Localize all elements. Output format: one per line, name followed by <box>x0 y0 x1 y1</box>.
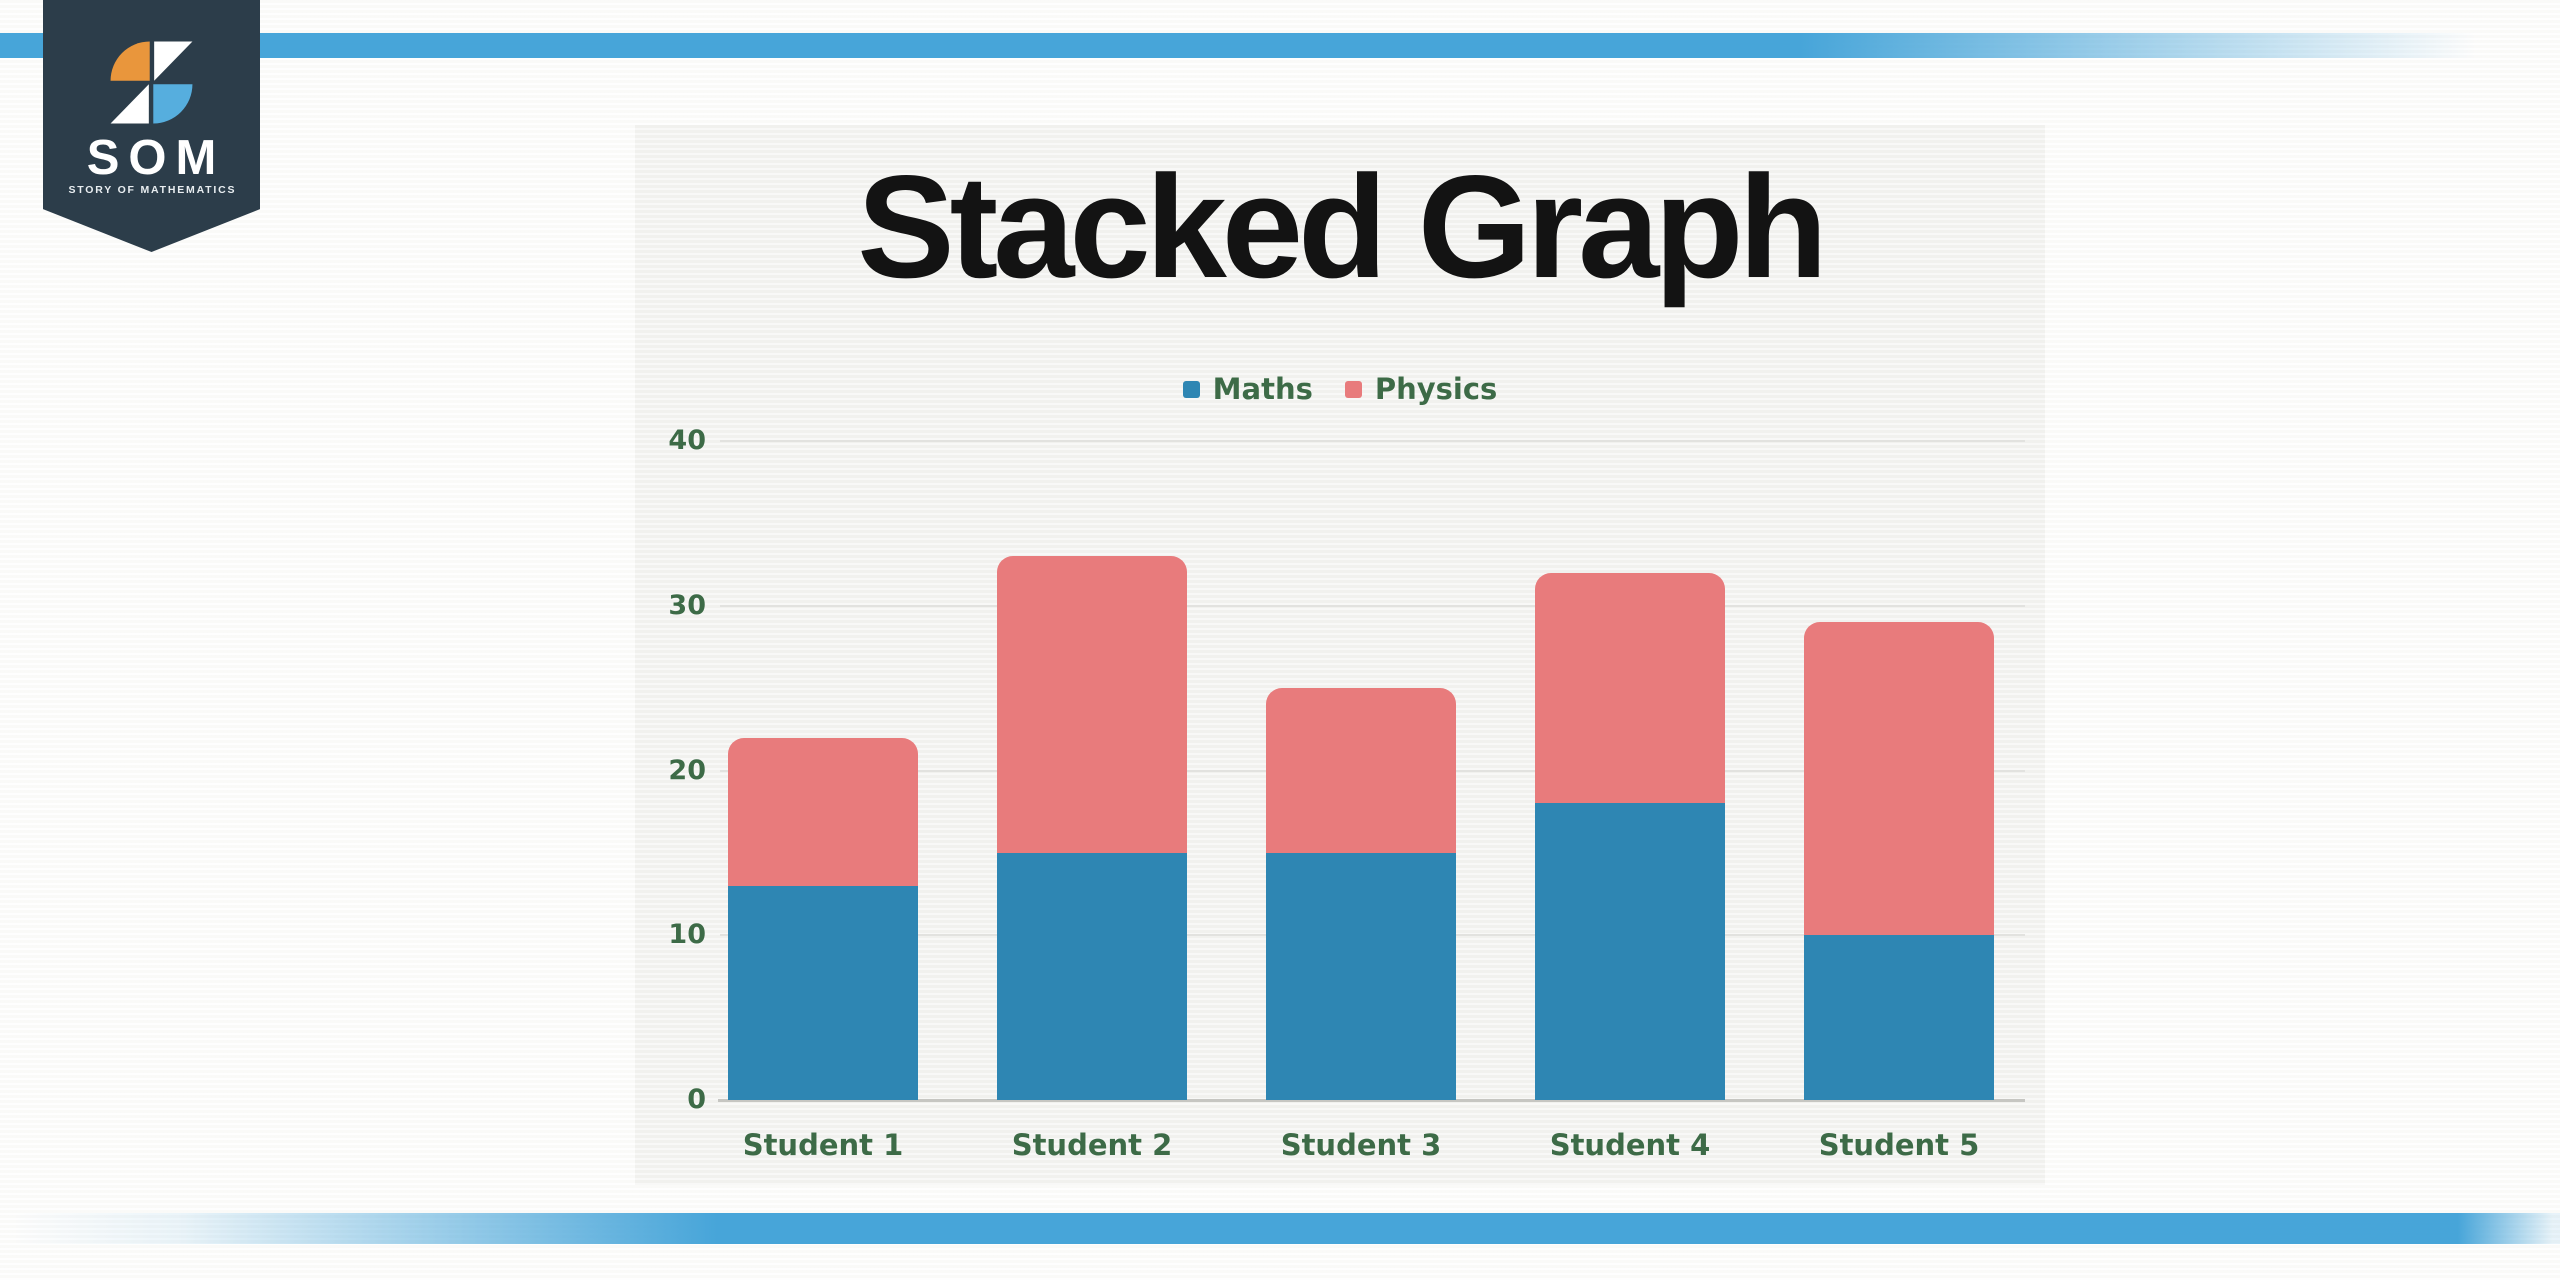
logo-tagline: STORY OF MATHEMATICS <box>68 184 237 196</box>
logo-acronym: SOM <box>86 131 226 185</box>
bottom-accent-stripe <box>0 1213 2560 1244</box>
x-axis-label: Student 4 <box>1549 1128 1711 1162</box>
bar-group-student-3 <box>1266 688 1456 1100</box>
bar-segment-physics <box>1535 572 1725 804</box>
chart-panel: Stacked Graph Maths Physics 0 10 20 30 40 Stud… <box>635 125 2045 1185</box>
x-axis-label: Student 2 <box>1011 1128 1173 1162</box>
gridline-y40 <box>720 440 2025 442</box>
legend-item-maths: Maths <box>1182 372 1313 406</box>
gridline-y30 <box>720 604 2025 607</box>
bar-group-student-2 <box>997 556 1187 1100</box>
bar-group-student-5 <box>1804 622 1994 1100</box>
y-tick-label: 30 <box>668 589 706 621</box>
bar-segment-maths <box>1804 935 1994 1100</box>
bar-segment-physics <box>997 556 1187 853</box>
chart-title: Stacked Graph <box>857 145 1827 308</box>
bar-segment-maths <box>1266 852 1456 1100</box>
legend-label-maths: Maths <box>1212 372 1313 406</box>
bar-segment-maths <box>728 885 918 1100</box>
bar-segment-physics <box>728 737 918 886</box>
y-tick-label: 40 <box>668 425 706 456</box>
y-tick-label: 0 <box>687 1084 706 1115</box>
x-axis-label: Student 1 <box>742 1128 904 1162</box>
x-axis-line <box>718 1099 2025 1102</box>
x-axis-label: Student 3 <box>1280 1128 1442 1162</box>
legend-label-physics: Physics <box>1374 372 1498 406</box>
logo-banner: SOM STORY OF MATHEMATICS <box>43 0 260 252</box>
bar-segment-maths <box>1535 803 1725 1100</box>
bar-segment-maths <box>997 852 1187 1100</box>
legend-swatch-maths <box>1182 381 1200 398</box>
legend-item-physics: Physics <box>1344 372 1498 406</box>
y-tick-label: 20 <box>668 754 706 786</box>
bar-segment-physics <box>1266 688 1456 853</box>
legend-swatch-physics <box>1344 381 1362 398</box>
y-tick-label: 10 <box>668 919 706 951</box>
plot-area: 0 10 20 30 40 Student 1 Student 2 Student 3 Stud… <box>635 125 2045 1185</box>
chart-legend: Maths Physics <box>635 375 2045 404</box>
x-axis-label: Student 5 <box>1818 1128 1980 1162</box>
bar-group-student-4 <box>1535 572 1725 1100</box>
top-accent-stripe <box>0 33 2500 58</box>
bar-segment-physics <box>1804 622 1994 936</box>
bar-group-student-1 <box>728 737 918 1100</box>
som-pinwheel-icon <box>110 41 193 124</box>
